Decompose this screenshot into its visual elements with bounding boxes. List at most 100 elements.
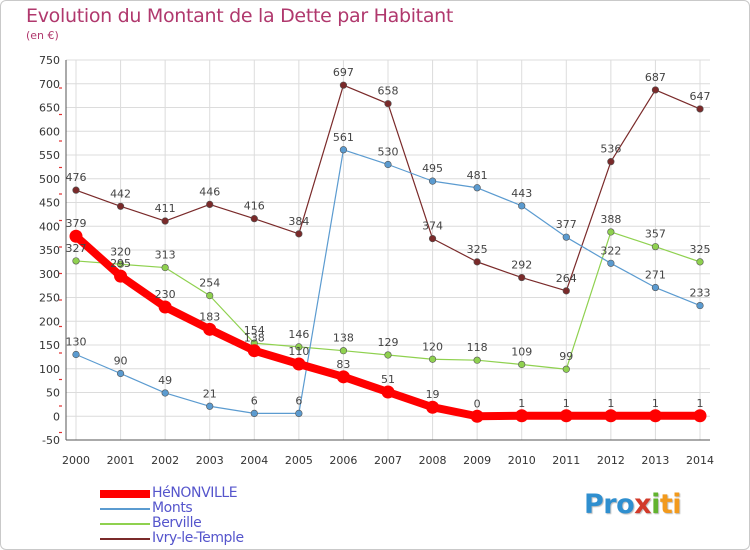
data-label: 495	[422, 162, 443, 175]
y-tick-label: 450	[39, 197, 60, 210]
data-point	[607, 158, 615, 166]
data-point	[607, 228, 615, 236]
data-point	[161, 263, 169, 272]
data-label: 481	[467, 169, 488, 182]
x-tick-label: 2006	[329, 454, 357, 467]
data-label: 530	[378, 146, 399, 159]
data-label: 295	[110, 257, 131, 270]
data-point	[72, 257, 80, 265]
x-tick-label: 2000	[62, 454, 90, 467]
data-label: 1	[652, 397, 659, 410]
data-point	[559, 409, 573, 423]
legend-swatch	[100, 523, 150, 525]
data-label: 21	[203, 387, 217, 400]
data-label: 1	[697, 397, 704, 410]
data-label: 442	[110, 187, 131, 200]
data-point	[292, 357, 306, 371]
x-tick-label: 2014	[686, 454, 714, 467]
data-label: 129	[378, 336, 399, 349]
data-point	[473, 356, 481, 364]
data-point	[206, 292, 214, 300]
legend-label: Ivry-le-Temple	[152, 530, 244, 546]
data-point	[247, 344, 261, 358]
data-point	[518, 360, 526, 369]
data-point	[339, 146, 348, 154]
data-point	[562, 233, 570, 241]
data-point	[295, 230, 303, 238]
data-point	[515, 409, 529, 423]
data-label: 120	[422, 340, 443, 353]
y-tick-label: 650	[39, 102, 60, 115]
data-point	[473, 258, 481, 266]
data-point	[607, 259, 615, 267]
data-label: 687	[645, 71, 666, 84]
data-point	[428, 355, 437, 363]
data-point	[384, 100, 392, 108]
data-label: 0	[474, 397, 481, 410]
data-label: 49	[158, 374, 172, 387]
data-point	[161, 389, 169, 397]
data-point	[72, 350, 80, 359]
data-point	[696, 105, 704, 113]
data-label: 130	[66, 336, 87, 349]
y-tick-label: 700	[39, 78, 60, 91]
legend-swatch	[100, 490, 150, 498]
y-tick-label: 100	[39, 363, 60, 376]
x-tick-label: 2010	[508, 454, 536, 467]
data-label: 292	[511, 259, 532, 272]
data-point	[72, 186, 80, 194]
data-point	[295, 409, 303, 418]
data-label: 384	[288, 215, 309, 228]
x-tick-label: 2013	[641, 454, 669, 467]
data-point	[428, 235, 437, 243]
y-tick-label: 200	[39, 315, 60, 328]
y-tick-label: 350	[39, 244, 60, 257]
data-point	[562, 287, 570, 295]
data-label: 536	[600, 143, 621, 156]
x-tick-label: 2007	[374, 454, 402, 467]
y-tick-label: 500	[39, 173, 60, 186]
data-label: 313	[155, 249, 176, 262]
x-tick-label: 2005	[285, 454, 313, 467]
data-label: 99	[559, 350, 573, 363]
y-tick-label: 50	[46, 387, 60, 400]
data-point	[116, 369, 125, 378]
data-label: 271	[645, 269, 666, 282]
data-label: 374	[422, 220, 443, 233]
y-tick-label: 400	[39, 220, 60, 233]
y-tick-label: -50	[42, 434, 60, 447]
data-label: 325	[467, 243, 488, 256]
data-label: 254	[199, 277, 220, 290]
legend-label: Monts	[152, 500, 193, 516]
x-tick-label: 2001	[107, 454, 135, 467]
data-point	[336, 370, 350, 384]
data-label: 377	[556, 218, 577, 231]
data-label: 1	[518, 397, 525, 410]
data-label: 388	[600, 213, 621, 226]
data-point	[696, 301, 704, 310]
legend-swatch	[100, 538, 150, 540]
data-label: 110	[288, 345, 309, 358]
data-label: 647	[690, 90, 711, 103]
data-point	[206, 402, 214, 410]
data-point	[518, 202, 526, 210]
data-point	[470, 409, 484, 423]
data-label: 19	[426, 388, 440, 401]
data-label: 320	[110, 245, 131, 258]
data-point	[295, 343, 303, 351]
data-point	[339, 81, 348, 89]
data-point	[384, 160, 392, 169]
legend-label: HéNONVILLE	[152, 485, 238, 501]
y-tick-label: 300	[39, 268, 60, 281]
data-point	[473, 184, 481, 192]
data-label: 379	[66, 217, 87, 230]
data-label: 6	[295, 394, 302, 407]
y-tick-label: 750	[39, 54, 60, 67]
legend: HéNONVILLE Monts Berville Ivry-le-Temple	[100, 485, 360, 548]
data-label: 118	[467, 341, 488, 354]
legend-swatch	[100, 508, 150, 510]
data-label: 233	[690, 287, 711, 300]
data-label: 446	[199, 185, 220, 198]
data-label: 109	[511, 345, 532, 358]
y-tick-label: 550	[39, 149, 60, 162]
